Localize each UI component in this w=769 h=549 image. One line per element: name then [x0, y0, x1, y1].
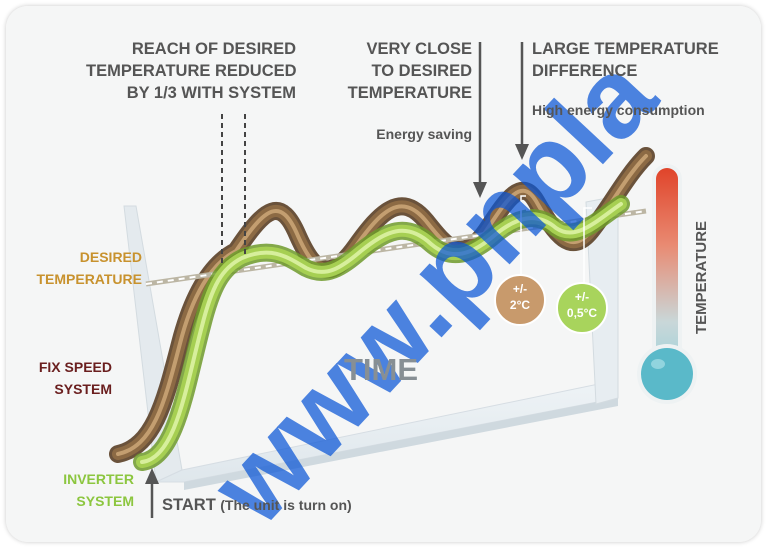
- thermometer: [637, 164, 697, 404]
- high-consumption-label: High energy consumption: [532, 102, 705, 118]
- reach-label: REACH OF DESIRED TEMPERATURE REDUCED BY …: [86, 38, 297, 104]
- inverter-label: INVERTER SYSTEM: [6, 468, 134, 512]
- fix-badge-top: +/-: [512, 282, 528, 296]
- large-difference-line-2: DIFFERENCE: [532, 62, 638, 80]
- start-arrow: [145, 468, 159, 518]
- desired-temperature-label: DESIRED TEMPERATURE: [6, 246, 142, 290]
- reach-label-line-2: TEMPERATURE REDUCED: [86, 62, 297, 80]
- large-difference-label: LARGE TEMPERATURE DIFFERENCE: [532, 38, 719, 82]
- inverter-label-line-2: SYSTEM: [76, 493, 134, 509]
- inverter-badge-text: +/- 0,5°C: [556, 289, 608, 321]
- fix-speed-label-line-1: FIX SPEED: [38, 359, 112, 375]
- very-close-label-line-2: TO DESIRED: [371, 62, 472, 80]
- large-difference-line-1: LARGE TEMPERATURE: [532, 40, 719, 58]
- inverter-curve-highlight: [140, 202, 623, 464]
- very-close-label-line-1: VERY CLOSE: [366, 40, 472, 58]
- very-close-label: VERY CLOSE TO DESIRED TEMPERATURE: [336, 38, 472, 104]
- time-label: TIME: [344, 352, 419, 387]
- fix-speed-label: FIX SPEED SYSTEM: [6, 356, 112, 400]
- inverter-label-line-1: INVERTER: [63, 471, 134, 487]
- inverter-badge: [556, 282, 608, 334]
- inverter-badge-top: +/-: [574, 290, 590, 304]
- infographic-card: www.pnpla REACH OF DESIRED TEMPERATURE R…: [6, 6, 761, 542]
- desired-label-line-1: DESIRED: [79, 249, 142, 265]
- very-close-arrow: [473, 42, 487, 198]
- start-label-note: (The unit is turn on): [220, 497, 352, 513]
- floor-edge: [184, 398, 618, 490]
- start-label: START (The unit is turn on): [162, 494, 352, 517]
- desired-label-line-2: TEMPERATURE: [36, 271, 142, 287]
- fix-badge-bottom: 2°C: [509, 298, 531, 312]
- reach-label-line-1: REACH OF DESIRED: [131, 40, 296, 58]
- diagram-canvas: www.pnpla: [109, 32, 697, 542]
- inverter-range-bracket: [583, 207, 592, 284]
- inverter-badge-bottom: 0,5°C: [566, 306, 598, 320]
- energy-saving-label: Energy saving: [376, 126, 472, 142]
- fix-badge: [494, 274, 546, 326]
- fix-speed-label-line-2: SYSTEM: [54, 381, 112, 397]
- very-close-label-line-3: TEMPERATURE: [347, 84, 472, 102]
- large-difference-arrow: [515, 42, 529, 160]
- reach-label-line-3: BY 1/3 WITH SYSTEM: [126, 84, 296, 102]
- start-label-bold: START: [162, 496, 216, 514]
- fix-badge-text: +/- 2°C: [494, 281, 546, 313]
- fix-range-bracket: [520, 195, 530, 274]
- temperature-axis-label: TEMPERATURE: [693, 220, 710, 334]
